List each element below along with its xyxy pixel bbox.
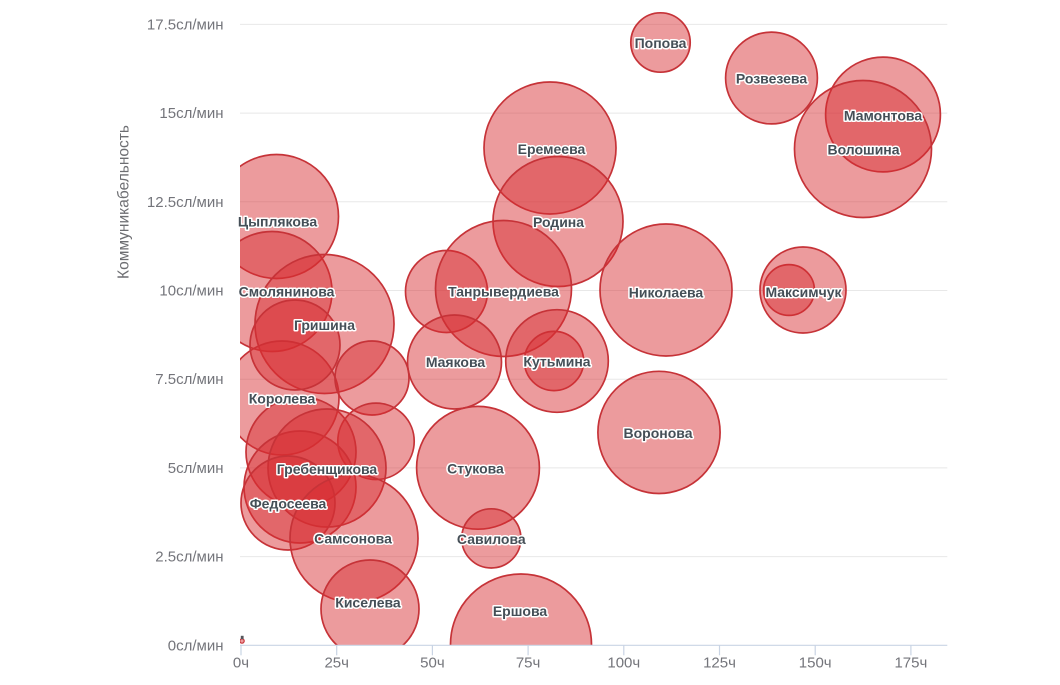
svg-text:Еремеева: Еремеева (518, 141, 586, 157)
svg-text:50ч: 50ч (420, 655, 445, 672)
svg-text:Волошина: Волошина (827, 142, 899, 158)
svg-text:7.5сл/мин: 7.5сл/мин (155, 371, 223, 388)
svg-text:100ч: 100ч (607, 655, 640, 672)
svg-text:17.5сл/мин: 17.5сл/мин (147, 16, 224, 33)
svg-text:75ч: 75ч (516, 655, 541, 672)
svg-text:Попова: Попова (635, 35, 687, 51)
svg-text:Гришина: Гришина (294, 317, 355, 333)
svg-text:10сл/мин: 10сл/мин (159, 283, 223, 300)
svg-text:Савилова: Савилова (457, 531, 526, 547)
svg-text:175ч: 175ч (894, 655, 927, 672)
svg-text:Гребенщикова: Гребенщикова (277, 461, 378, 477)
svg-text:15сл/мин: 15сл/мин (159, 105, 223, 122)
svg-text:2.5сл/мин: 2.5сл/мин (155, 549, 223, 566)
svg-text:Киселева: Киселева (335, 595, 401, 611)
svg-text:5сл/мин: 5сл/мин (168, 460, 224, 477)
svg-text:12.5сл/мин: 12.5сл/мин (147, 194, 224, 211)
svg-text:Самсонова: Самсонова (314, 531, 392, 547)
svg-text:Королева: Королева (249, 391, 316, 407)
svg-text:Федосеева: Федосеева (250, 496, 327, 512)
svg-text:125ч: 125ч (703, 655, 736, 672)
svg-text:Стукова: Стукова (447, 461, 504, 477)
svg-text:0ч: 0ч (233, 655, 249, 672)
svg-text:Смолянинова: Смолянинова (239, 284, 335, 300)
svg-text:Кутьмина: Кутьмина (523, 354, 590, 370)
svg-text:Николаева: Николаева (629, 285, 704, 301)
svg-text:25ч: 25ч (324, 655, 349, 672)
svg-text:Коммуникабельность: Коммуникабельность (116, 125, 133, 279)
svg-text:Максимчук: Максимчук (765, 284, 842, 300)
svg-text:Мамонтова: Мамонтова (844, 108, 922, 124)
svg-text:Родина: Родина (533, 214, 584, 230)
svg-text:Цыплякова: Цыплякова (238, 214, 317, 230)
svg-text:Маякова: Маякова (426, 354, 486, 370)
svg-text:Танрывердиева: Танрывердиева (448, 284, 559, 300)
svg-text:Воронова: Воронова (624, 425, 693, 441)
svg-text:150ч: 150ч (799, 655, 832, 672)
svg-text:0сл/мин: 0сл/мин (168, 637, 224, 654)
svg-text:Ершова: Ершова (493, 603, 548, 619)
svg-text:Розвезева: Розвезева (736, 71, 808, 87)
